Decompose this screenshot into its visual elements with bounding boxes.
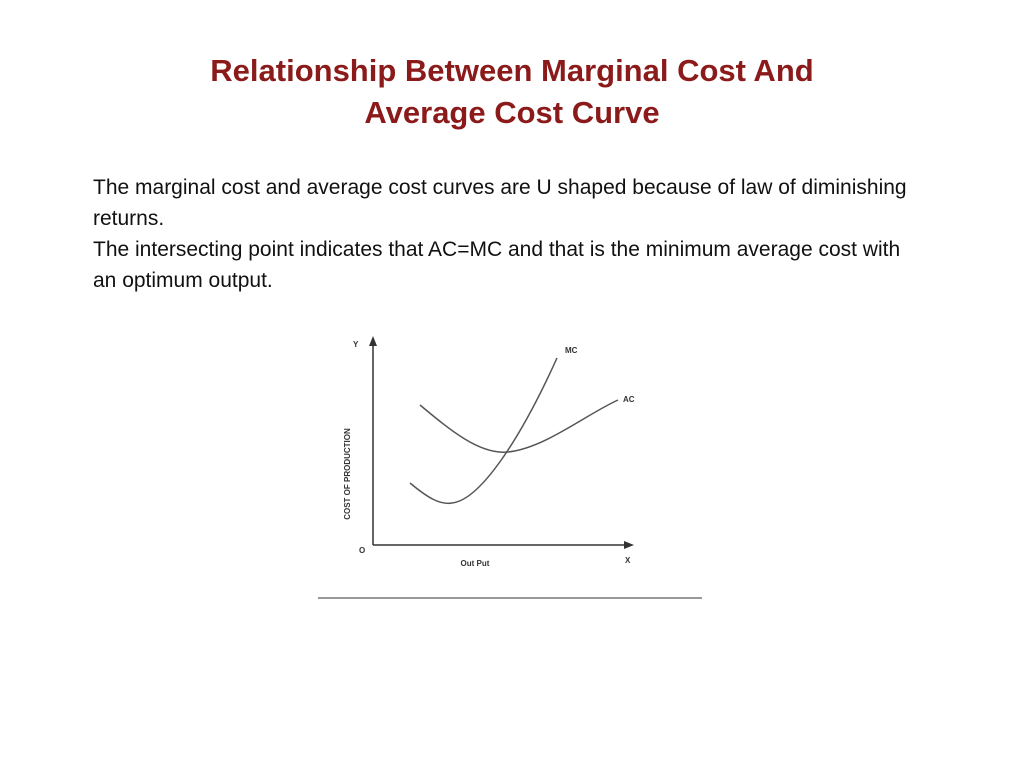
title: Relationship Between Marginal Cost And A…	[0, 50, 1024, 134]
curve-label: MC	[565, 346, 578, 355]
curve-label: AC	[623, 395, 635, 404]
x-letter: X	[625, 556, 631, 565]
ac-curve	[419, 399, 619, 453]
title-line: Relationship Between Marginal Cost And	[210, 53, 814, 88]
arrowhead	[624, 541, 634, 549]
paragraph: The marginal cost and average cost curve…	[93, 176, 907, 230]
mc-curve	[409, 357, 558, 505]
x-axis-label: Out Put	[461, 559, 490, 568]
y-axis-label: COST OF PRODUCTION	[343, 428, 352, 520]
title-line: Average Cost Curve	[364, 95, 660, 130]
paragraph: The intersecting point indicates that AC…	[93, 238, 901, 292]
body-text: The marginal cost and average cost curve…	[93, 172, 923, 296]
y-letter: Y	[353, 340, 359, 349]
arrowhead	[369, 336, 377, 346]
origin-label: O	[359, 546, 365, 555]
